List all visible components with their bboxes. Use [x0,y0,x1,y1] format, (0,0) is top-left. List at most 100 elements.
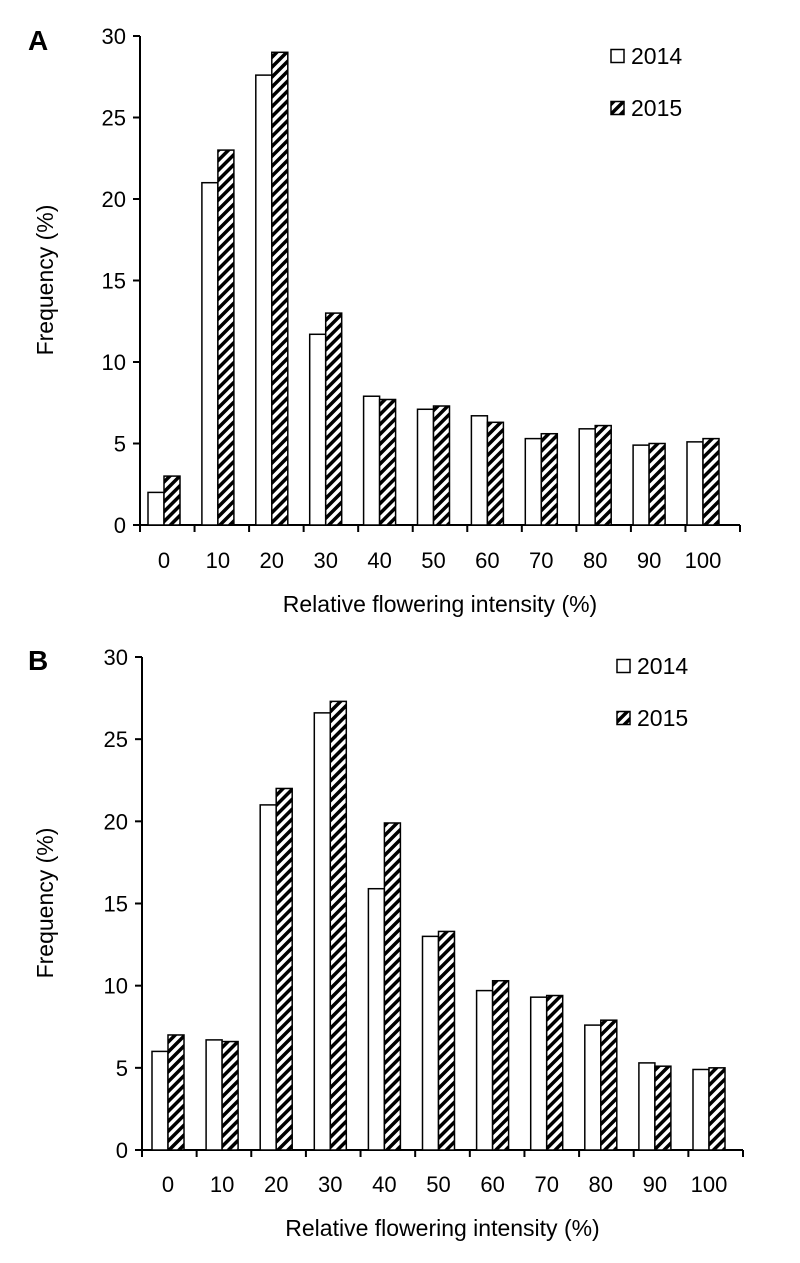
bar-2015-50 [432,405,451,526]
legend: 2014 2015 [616,653,688,731]
y-tick-label: 0 [116,1138,128,1163]
bar-2014-30 [313,712,332,1151]
bar-2014-100 [686,441,704,526]
bar-2014-60 [475,989,494,1151]
bar-2014-80 [578,428,596,526]
bar-2014-0 [147,491,165,526]
bar-2014-50 [421,935,440,1151]
x-tick-label: 0 [162,1172,174,1197]
x-tick-label: 40 [372,1172,396,1197]
bar-2014-60 [470,415,489,526]
bar-2014-40 [367,887,386,1151]
bar-2014-10 [201,181,219,526]
y-tick-label: 25 [104,727,128,752]
x-tick-label: 80 [589,1172,613,1197]
bar-2015-30 [329,700,348,1151]
bar-2015-0 [163,475,181,526]
bar-2015-40 [383,822,402,1151]
bar-2015-40 [378,398,397,526]
bar-2015-10 [221,1040,239,1151]
bar-2015-60 [486,421,505,526]
bar-2014-40 [362,395,381,526]
legend-label-2014: 2014 [631,43,682,69]
x-tick-label: 60 [480,1172,504,1197]
y-axis-title: Frequency (%) [32,205,58,356]
chart-panel-a: A 0 5 10 15 20 25 30 0 10 20 30 40 50 60 70 80 90 100 Relat… [28,24,741,617]
y-tick-label: 15 [104,892,128,917]
bars [151,700,726,1151]
legend-swatch-2015 [610,100,625,116]
x-tick-label: 30 [313,548,337,573]
bar-2015-30 [324,312,343,526]
bar-2015-0 [167,1034,185,1151]
x-tick-label: 30 [318,1172,342,1197]
bar-2015-20 [271,51,289,526]
bar-2015-90 [654,1065,672,1151]
y-tick-label: 5 [116,1056,128,1081]
y-tick-label: 10 [104,974,128,999]
bar-2015-80 [600,1019,618,1151]
bar-2015-80 [594,424,612,526]
bar-2014-70 [524,437,543,526]
legend: 2014 2015 [610,43,682,121]
x-tick-label: 10 [206,548,230,573]
x-axis-title: Relative flowering intensity (%) [285,1215,599,1241]
legend-label-2015: 2015 [631,95,682,121]
bar-2014-50 [416,408,435,526]
x-tick-label: 70 [529,548,553,573]
bar-2014-90 [638,1062,656,1151]
legend-swatch-2014 [616,658,631,674]
bar-2014-70 [529,996,548,1151]
x-tick-label: 50 [421,548,445,573]
x-axis-title: Relative flowering intensity (%) [283,591,597,617]
legend-label-2014: 2014 [637,653,688,679]
legend-label-2015: 2015 [637,705,688,731]
bar-2015-70 [540,432,559,526]
bar-2015-50 [437,930,456,1151]
panel-label: A [28,25,48,56]
bar-2015-60 [491,979,510,1151]
y-tick-label: 30 [102,24,126,49]
y-axis-title: Frequency (%) [32,828,58,979]
x-tick-label: 90 [643,1172,667,1197]
bar-2014-10 [205,1039,223,1151]
bar-2015-20 [275,787,293,1151]
bar-2015-90 [648,442,666,526]
x-tick-label: 80 [583,548,607,573]
x-tick-label: 10 [210,1172,234,1197]
y-tick-label: 0 [114,513,126,538]
y-tick-label: 15 [102,269,126,294]
x-tick-label: 20 [260,548,284,573]
bar-2014-100 [692,1068,710,1151]
bar-2014-90 [632,444,650,526]
bar-2015-10 [217,149,235,526]
bar-2014-20 [259,804,277,1151]
legend-swatch-2014 [610,48,625,64]
bar-2015-100 [708,1067,726,1151]
bar-2014-30 [308,333,327,526]
bars [147,51,720,526]
y-tick-label: 5 [114,432,126,457]
legend-swatch-2015 [616,710,631,726]
y-tick-label: 30 [104,645,128,670]
y-tick-label: 25 [102,106,126,131]
x-tick-label: 90 [637,548,661,573]
bar-2015-70 [545,994,564,1151]
bar-2014-0 [151,1050,169,1151]
chart-panel-b: B 0 5 10 15 20 25 30 0 10 20 30 40 50 60 70 80 90 100 Relat… [28,645,744,1241]
x-tick-label: 60 [475,548,499,573]
panel-label: B [28,645,48,676]
y-tick-label: 10 [102,350,126,375]
x-tick-label: 70 [534,1172,558,1197]
x-tick-label: 100 [685,548,722,573]
y-tick-label: 20 [102,187,126,212]
x-tick-label: 100 [691,1172,728,1197]
bar-2014-80 [584,1024,602,1151]
x-tick-label: 20 [264,1172,288,1197]
bar-2014-20 [255,74,273,526]
bar-2015-100 [702,437,720,526]
x-tick-label: 50 [426,1172,450,1197]
x-tick-label: 0 [158,548,170,573]
y-tick-label: 20 [104,809,128,834]
